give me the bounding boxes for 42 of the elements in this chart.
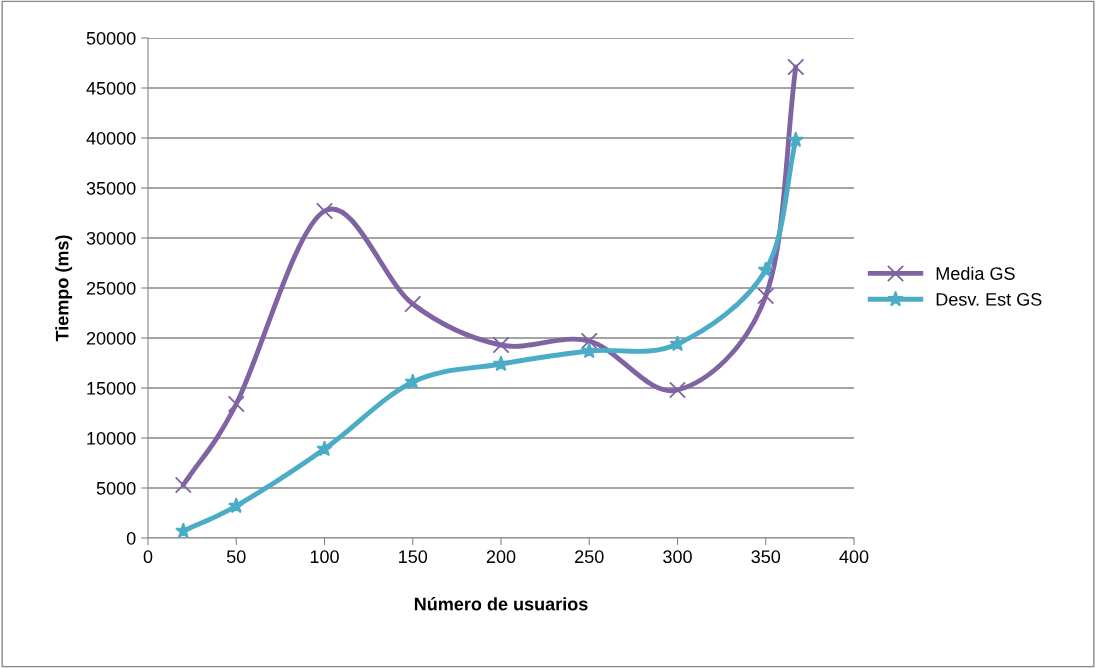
y-tick-label: 5000 — [96, 481, 136, 495]
x-tick-label: 350 — [751, 550, 781, 564]
y-axis-title: Tiempo (ms) — [55, 235, 73, 342]
point — [227, 395, 245, 413]
y-tick-label: 40000 — [86, 131, 136, 145]
y-tick-label: 30000 — [86, 231, 136, 245]
x-axis-title: Número de usuarios — [414, 597, 588, 611]
point — [175, 522, 192, 538]
point — [580, 332, 598, 350]
point — [581, 342, 598, 359]
point — [757, 261, 774, 278]
point — [787, 58, 805, 76]
y-tick-label: 45000 — [86, 81, 136, 95]
point — [757, 287, 775, 305]
point — [404, 295, 422, 313]
y-tick-label: 25000 — [86, 281, 136, 295]
x-tick-label: 150 — [399, 550, 428, 564]
legend-label: Desv. Est GS — [936, 292, 1042, 306]
legend-label: Media GS — [936, 266, 1015, 280]
point — [315, 202, 334, 220]
point — [228, 497, 245, 514]
point — [316, 440, 333, 457]
y-tick-label: 10000 — [87, 431, 136, 445]
point — [404, 373, 421, 390]
point — [492, 355, 510, 372]
y-tick-label: 35000 — [86, 181, 136, 195]
x-tick-label: 300 — [663, 550, 692, 564]
x-tick-label: 100 — [310, 550, 339, 564]
y-tick-label: 0 — [126, 531, 136, 545]
x-tick-label: 400 — [839, 550, 869, 564]
y-tick-label: 20000 — [86, 331, 136, 345]
y-tick-label: 15000 — [87, 381, 136, 395]
point — [669, 335, 686, 352]
point — [787, 131, 804, 148]
x-tick-label: 250 — [575, 550, 604, 564]
point — [174, 476, 192, 494]
y-tick-label: 50000 — [86, 31, 136, 45]
x-tick-label: 200 — [486, 550, 516, 564]
point — [492, 336, 510, 354]
x-tick-label: 0 — [143, 550, 153, 564]
x-tick-label: 50 — [226, 550, 246, 564]
point — [668, 381, 687, 399]
